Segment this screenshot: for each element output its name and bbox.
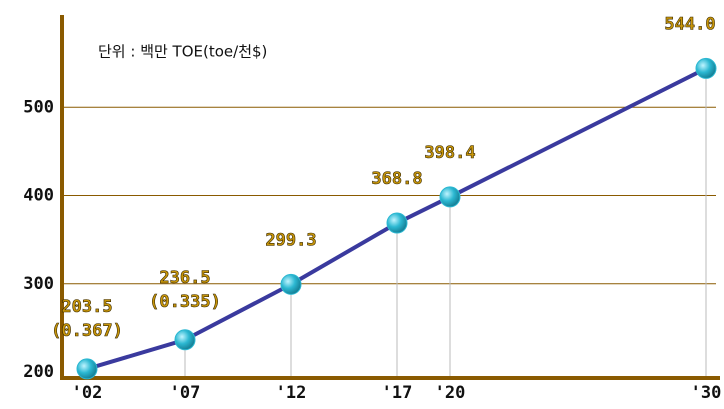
value-sub-label: (0.367) [51,321,123,341]
marker [280,273,302,295]
x-tick-label: '07 [170,383,201,403]
marker [76,358,98,380]
value-label: 544.0 [664,14,715,34]
y-tick-label: 300 [23,274,54,294]
y-tick-label: 500 [23,97,54,117]
x-tick-label: '12 [276,383,307,403]
marker [695,57,717,79]
marker [174,329,196,351]
value-sub-label: (0.335) [149,292,221,312]
value-label: 203.5 [61,297,112,317]
marker [439,186,461,208]
x-tick-label: '17 [382,383,413,403]
value-label: 368.8 [371,169,422,189]
y-tick-label: 400 [23,186,54,206]
x-tick-label: '02 [72,383,103,403]
value-label: 398.4 [424,143,475,163]
grid [62,106,716,285]
unit-note: 단위 : 백만 TOE(toe/천$) [98,43,267,61]
x-tick-label: '20 [435,383,466,403]
x-tick-label: '30 [691,383,722,403]
value-label: 299.3 [265,230,316,250]
line [86,66,707,371]
value-label: 236.5 [159,268,210,288]
marker [386,212,408,234]
y-tick-label: 200 [23,362,54,382]
